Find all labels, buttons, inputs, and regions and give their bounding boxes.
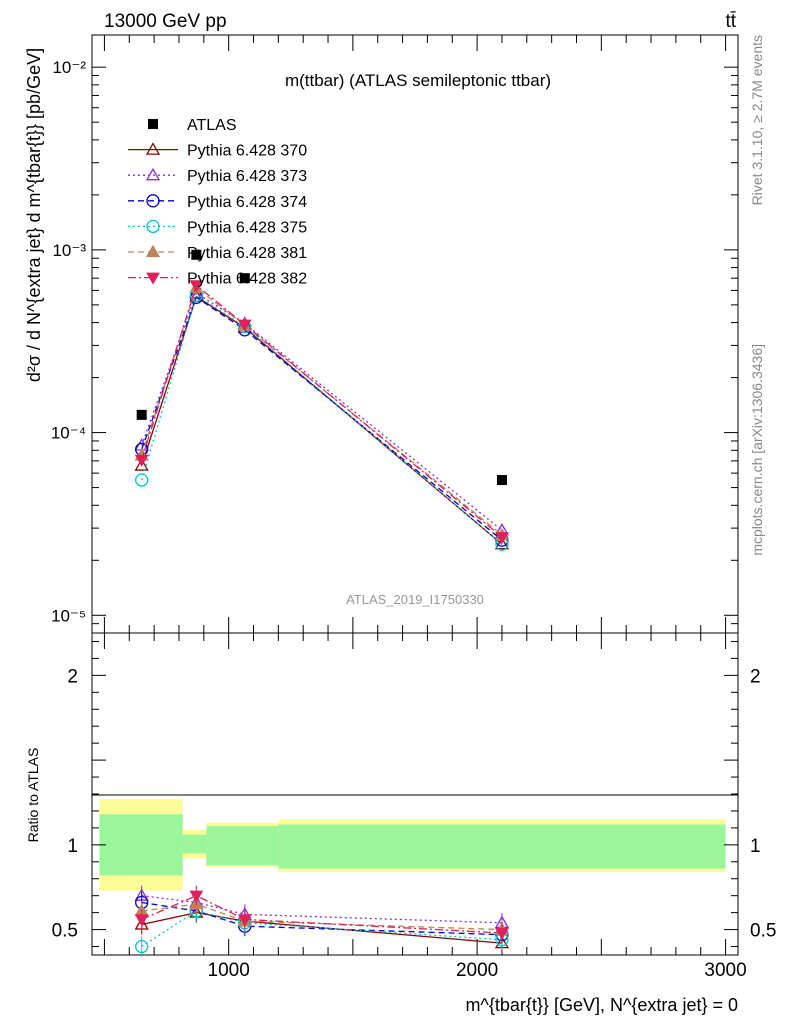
- ratio-y-ticks: 0.5 0.5 1 1 2 2: [52, 640, 776, 948]
- ratio-series-pythia-6-428-382: [134, 885, 509, 943]
- ratio-tick-label: 1: [750, 836, 761, 857]
- series-pythia-6-428-382: [134, 280, 509, 545]
- ratio-plot-frame: [91, 632, 739, 956]
- mcplots-source-label: mcplots.cern.ch [arXiv:1306.3436]: [749, 344, 765, 556]
- x-axis-label: m^{tbar{t}} [GeV], N^{extra jet} = 0: [465, 995, 738, 1015]
- legend-marker: [146, 219, 160, 234]
- x-tick-label: 1000: [208, 960, 250, 981]
- data-point: [495, 532, 509, 545]
- y-tick-label: 10⁻⁴: [51, 424, 86, 443]
- legend-entry: Pythia 6.428 374: [128, 194, 307, 211]
- legend-label: Pythia 6.428 373: [187, 168, 307, 185]
- y-tick-label: 10⁻²: [52, 58, 86, 77]
- main-series-group: [134, 249, 510, 551]
- legend-marker: [146, 194, 160, 208]
- chart-title: m(ttbar) (ATLAS semileptonic ttbar): [285, 71, 551, 90]
- ratio-tick-label: 2: [750, 666, 761, 687]
- ratio-line: [141, 895, 502, 924]
- legend: ATLAS Pythia 6.428 370 Pythia 6.428 373 Pyt…: [128, 117, 307, 288]
- data-point: [494, 536, 510, 550]
- legend-entry: Pythia 6.428 373: [128, 167, 307, 185]
- ratio-uncertainty-bands: [99, 799, 726, 891]
- data-point: [134, 458, 149, 471]
- main-y-ticks: 10⁻⁵ 10⁻⁴ 10⁻³ 10⁻²: [51, 58, 738, 634]
- legend-entry: Pythia 6.428 375: [128, 219, 307, 236]
- legend-entry: Pythia 6.428 370: [128, 142, 307, 160]
- series-pythia-6-428-373: [134, 285, 510, 536]
- legend-marker: [148, 119, 158, 129]
- rivet-version-label: Rivet 3.1.10, ≥ 2.7M events: [749, 35, 765, 205]
- analysis-id-label: ATLAS_2019_I1750330: [346, 592, 484, 607]
- band-inner: [99, 814, 183, 876]
- legend-entry: ATLAS: [148, 117, 237, 134]
- band-inner: [182, 834, 207, 854]
- x-tick-label: 2000: [456, 960, 498, 981]
- legend-entry: Pythia 6.428 382: [128, 271, 307, 288]
- series-atlas: [136, 249, 507, 486]
- data-point-atlas: [496, 475, 507, 486]
- band-inner: [278, 824, 726, 869]
- ratio-tick-label: 1: [67, 836, 78, 857]
- ratio-point: [237, 914, 252, 927]
- y-axis-label: d²σ / d N^{extra jet} d m^{tbar{t}} [pb/…: [24, 48, 44, 382]
- data-point-atlas: [239, 273, 250, 284]
- series-pythia-6-428-374: [135, 290, 509, 547]
- series-pythia-6-428-370: [134, 289, 510, 550]
- x-axis-ticks: 1000 2000 3000: [103, 35, 747, 981]
- ratio-y-axis-label: Ratio to ATLAS: [25, 748, 41, 843]
- header-process-label: 13000 GeV pp: [104, 11, 227, 32]
- data-point-atlas: [136, 409, 147, 420]
- ratio-line: [141, 910, 503, 948]
- legend-marker: [146, 272, 160, 285]
- legend-label: Pythia 6.428 370: [187, 143, 307, 160]
- legend-entry: Pythia 6.428 381: [128, 244, 307, 262]
- y-tick-label: 10⁻⁵: [51, 606, 86, 625]
- header-final-state-label: tt̄: [725, 11, 736, 32]
- ratio-point: [189, 890, 204, 903]
- series-line: [141, 295, 503, 545]
- series-line: [141, 284, 503, 538]
- main-panel: 10⁻⁵ 10⁻⁴ 10⁻³ 10⁻² m(ttbar) (ATLAS semilep…: [24, 34, 739, 634]
- ratio-line: [141, 894, 502, 934]
- series-line: [141, 292, 503, 531]
- ratio-point: [135, 939, 149, 954]
- ratio-panel: 0.5 0.5 1 1 2 2 1000 2000 3000 Ratio to ATLAS m…: [25, 35, 776, 1015]
- data-point: [237, 319, 252, 332]
- series-pythia-6-428-375: [135, 288, 509, 551]
- legend-label: Pythia 6.428 374: [187, 194, 307, 211]
- data-point: [135, 473, 149, 487]
- ratio-tick-label: 2: [67, 666, 78, 687]
- legend-marker: [145, 167, 161, 181]
- series-line: [141, 296, 503, 541]
- legend-label: Pythia 6.428 382: [187, 271, 307, 288]
- series-line: [141, 294, 503, 545]
- legend-label: ATLAS: [187, 117, 237, 134]
- y-tick-label: 10⁻³: [52, 241, 86, 260]
- legend-label: Pythia 6.428 375: [187, 219, 307, 236]
- ratio-line: [141, 903, 502, 931]
- x-tick-label: 3000: [704, 960, 746, 981]
- legend-label: Pythia 6.428 381: [187, 245, 307, 262]
- ratio-line: [141, 901, 502, 936]
- ratio-tick-label: 0.5: [52, 921, 78, 942]
- ratio-series-group: [134, 885, 510, 957]
- series-pythia-6-428-381: [134, 280, 510, 541]
- legend-marker: [145, 244, 161, 258]
- ratio-tick-label: 0.5: [750, 921, 776, 942]
- data-point: [189, 280, 204, 293]
- legend-marker: [145, 142, 161, 155]
- data-point-atlas: [191, 249, 202, 260]
- ratio-series-pythia-6-428-374: [135, 892, 509, 945]
- ratio-point: [134, 914, 149, 927]
- band-inner: [206, 826, 279, 866]
- data-point: [134, 454, 149, 467]
- ratio-point: [495, 927, 509, 940]
